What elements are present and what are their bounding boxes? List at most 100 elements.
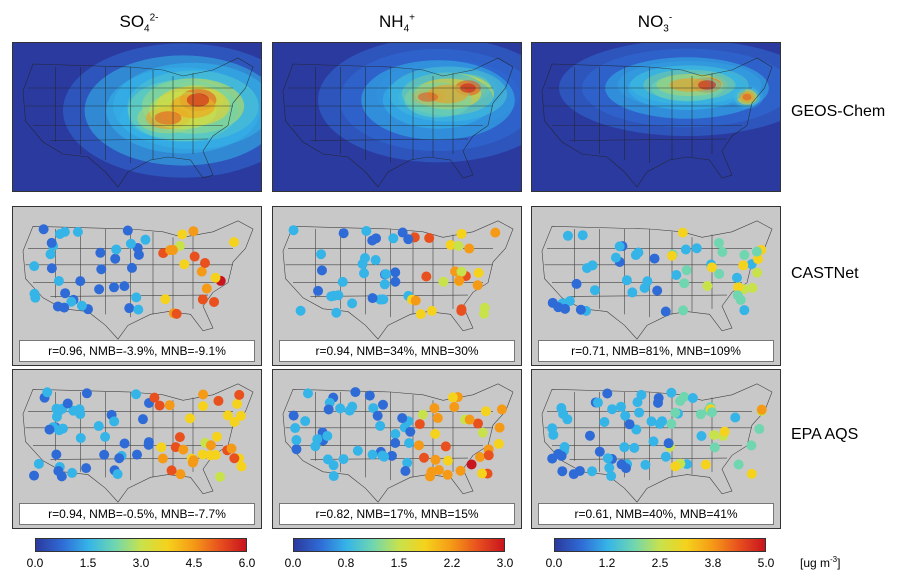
site-marker xyxy=(571,278,582,289)
site-marker xyxy=(51,449,62,460)
site-marker xyxy=(75,276,86,287)
map-aqs-nh4: r=0.82, NMB=17%, MNB=15% xyxy=(272,369,522,529)
concentration-field xyxy=(742,93,752,101)
site-marker xyxy=(51,411,62,422)
site-marker xyxy=(388,233,399,244)
site-marker xyxy=(210,450,221,461)
site-marker xyxy=(199,258,210,269)
site-marker xyxy=(29,470,40,481)
concentration-field xyxy=(698,80,716,90)
site-marker xyxy=(483,450,494,461)
site-marker xyxy=(228,237,239,248)
site-marker xyxy=(96,264,107,275)
site-marker xyxy=(328,471,339,482)
site-marker xyxy=(44,424,55,435)
site-marker xyxy=(582,263,593,274)
map-aqs-so4: r=0.94, NMB=-0.5%, MNB=-7.7% xyxy=(12,369,262,529)
site-marker xyxy=(94,284,105,295)
site-marker xyxy=(367,293,378,304)
site-marker xyxy=(714,268,725,279)
site-marker xyxy=(125,238,136,249)
site-marker xyxy=(681,265,692,276)
site-marker xyxy=(559,442,570,453)
site-marker xyxy=(456,228,467,239)
site-marker xyxy=(620,410,631,421)
site-marker xyxy=(403,234,414,245)
site-marker xyxy=(131,389,142,400)
site-marker xyxy=(390,276,401,287)
site-marker xyxy=(328,290,339,301)
column-title-no3: NO3- xyxy=(637,12,673,35)
site-marker xyxy=(752,254,763,265)
site-marker xyxy=(236,461,247,472)
map-castnet-so4: r=0.96, NMB=-3.9%, MNB=-9.1% xyxy=(12,206,262,366)
site-marker xyxy=(599,416,610,427)
site-marker xyxy=(404,437,415,448)
site-marker xyxy=(402,457,413,468)
site-marker xyxy=(335,403,346,414)
site-marker xyxy=(547,423,558,434)
site-marker xyxy=(126,262,137,273)
map-geos-chem-no3 xyxy=(531,42,781,192)
map-canvas xyxy=(532,207,780,365)
site-marker xyxy=(464,243,475,254)
site-marker xyxy=(93,421,104,432)
concentration-field xyxy=(417,92,439,102)
site-marker xyxy=(456,305,467,316)
site-marker xyxy=(738,260,749,271)
site-marker xyxy=(197,294,208,305)
site-marker xyxy=(132,449,143,460)
site-marker xyxy=(188,226,199,237)
site-marker xyxy=(666,387,677,398)
site-marker xyxy=(619,442,630,453)
site-marker xyxy=(288,225,299,236)
site-marker xyxy=(75,433,86,444)
site-marker xyxy=(370,255,381,266)
site-marker xyxy=(584,430,595,441)
site-marker xyxy=(322,430,333,441)
site-marker xyxy=(112,469,123,480)
site-marker xyxy=(631,424,642,435)
site-marker xyxy=(295,305,306,316)
site-marker xyxy=(667,250,678,261)
site-marker xyxy=(331,307,342,318)
site-marker xyxy=(494,422,505,433)
site-marker xyxy=(615,401,626,412)
map-geos-chem-nh4 xyxy=(272,42,522,192)
site-marker xyxy=(709,442,720,453)
tick-label: 0.0 xyxy=(26,556,44,570)
site-marker xyxy=(606,471,617,482)
stats-aqs-so4: r=0.94, NMB=-0.5%, MNB=-7.7% xyxy=(19,503,255,525)
site-marker xyxy=(476,468,487,479)
site-marker xyxy=(577,230,588,241)
map-canvas xyxy=(532,43,780,191)
site-marker xyxy=(739,249,750,260)
site-marker xyxy=(337,276,348,287)
tick-label: 1.5 xyxy=(79,556,97,570)
site-marker xyxy=(687,393,698,404)
site-marker xyxy=(140,234,151,245)
site-marker xyxy=(648,436,659,447)
site-marker xyxy=(157,453,168,464)
site-marker xyxy=(111,244,122,255)
site-marker xyxy=(313,285,324,296)
site-marker xyxy=(53,275,64,286)
site-marker xyxy=(706,262,717,273)
site-marker xyxy=(636,389,647,400)
colorbar-ticks-no3: 0.0 1.2 2.5 3.8 5.0 xyxy=(546,556,775,570)
map-canvas xyxy=(273,370,521,528)
site-marker xyxy=(660,306,671,317)
site-marker xyxy=(562,230,573,241)
site-marker xyxy=(695,409,706,420)
site-marker xyxy=(414,419,425,430)
site-marker xyxy=(131,292,142,303)
site-marker xyxy=(493,438,504,449)
site-marker xyxy=(46,263,57,274)
site-marker xyxy=(300,416,311,427)
colorbar-no3 xyxy=(554,538,766,552)
site-marker xyxy=(731,272,742,283)
site-marker xyxy=(338,228,349,239)
site-marker xyxy=(490,227,501,238)
site-marker xyxy=(185,413,196,424)
site-marker xyxy=(454,275,465,286)
